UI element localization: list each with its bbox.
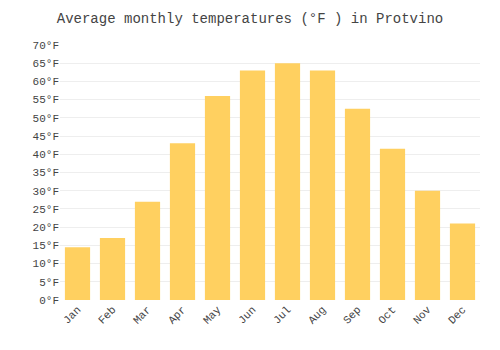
svg-text:40°F: 40°F — [33, 149, 59, 161]
svg-text:Jan: Jan — [61, 304, 83, 326]
svg-text:20°F: 20°F — [33, 222, 59, 234]
svg-text:45°F: 45°F — [33, 131, 59, 143]
svg-text:70°F: 70°F — [33, 40, 59, 52]
svg-text:65°F: 65°F — [33, 58, 59, 70]
svg-text:Average monthly temperatures (: Average monthly temperatures (°F ) in Pr… — [57, 11, 443, 27]
svg-text:Oct: Oct — [376, 304, 398, 326]
svg-text:5°F: 5°F — [39, 277, 59, 289]
svg-text:50°F: 50°F — [33, 113, 59, 125]
svg-text:Nov: Nov — [411, 304, 434, 327]
svg-text:Feb: Feb — [96, 304, 118, 326]
svg-text:0°F: 0°F — [39, 295, 59, 307]
svg-text:Jul: Jul — [271, 304, 293, 326]
svg-text:Apr: Apr — [166, 304, 188, 326]
svg-text:10°F: 10°F — [33, 258, 59, 270]
svg-text:25°F: 25°F — [33, 204, 59, 216]
svg-text:55°F: 55°F — [33, 94, 59, 106]
svg-text:60°F: 60°F — [33, 76, 59, 88]
svg-text:Aug: Aug — [306, 304, 328, 326]
svg-text:Jun: Jun — [236, 304, 258, 326]
svg-text:Dec: Dec — [446, 304, 468, 326]
svg-text:15°F: 15°F — [33, 240, 59, 252]
svg-text:May: May — [201, 304, 224, 327]
svg-text:Sep: Sep — [341, 304, 363, 326]
svg-text:Mar: Mar — [131, 304, 153, 326]
svg-text:35°F: 35°F — [33, 167, 59, 179]
svg-text:30°F: 30°F — [33, 186, 59, 198]
